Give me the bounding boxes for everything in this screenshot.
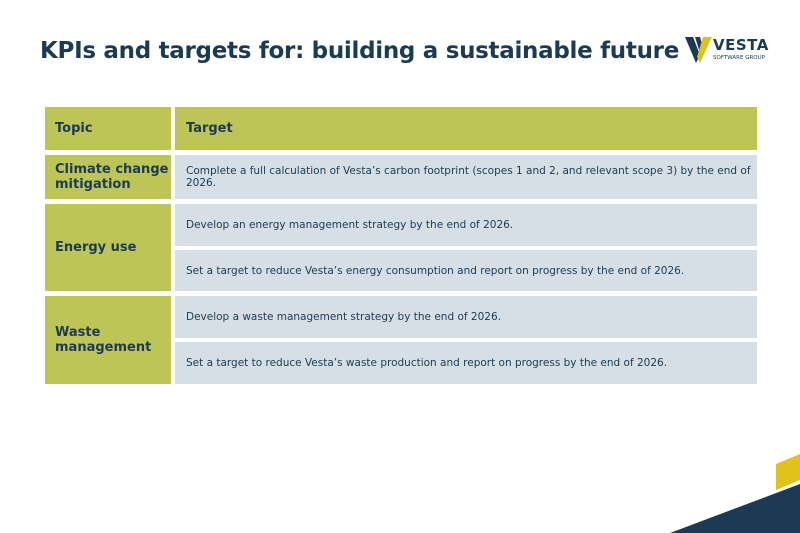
target-cell: Set a target to reduce Vesta’s energy co… xyxy=(175,250,757,291)
slide-title: KPIs and targets for: building a sustain… xyxy=(40,38,679,64)
corner-decoration xyxy=(670,454,800,533)
target-cell: Develop an energy management strategy by… xyxy=(175,204,757,246)
topic-cell: Energy use xyxy=(45,204,171,291)
target-cell: Set a target to reduce Vesta’s waste pro… xyxy=(175,342,757,384)
target-cell: Complete a full calculation of Vesta’s c… xyxy=(175,155,757,199)
logo-name: VESTA xyxy=(713,36,769,54)
column-header: Target xyxy=(175,107,757,150)
topic-cell: Climate change mitigation xyxy=(45,155,171,199)
topic-cell: Waste management xyxy=(45,296,171,384)
target-cell: Develop a waste management strategy by t… xyxy=(175,296,757,338)
column-header: Topic xyxy=(45,107,171,150)
logo-tagline: SOFTWARE GROUP xyxy=(713,55,765,61)
logo-mark xyxy=(685,37,712,63)
